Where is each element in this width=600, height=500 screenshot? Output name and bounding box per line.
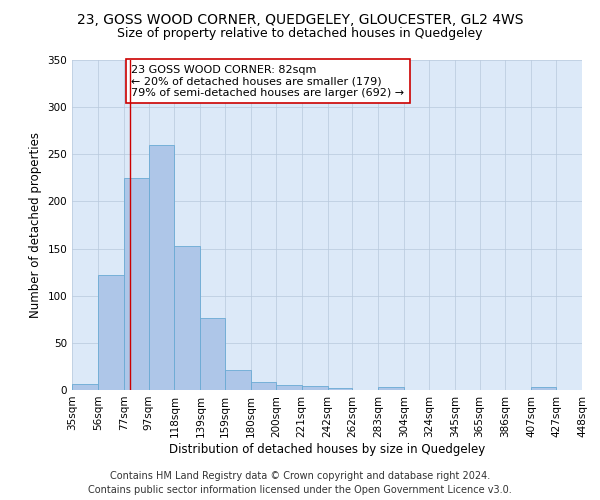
Y-axis label: Number of detached properties: Number of detached properties xyxy=(29,132,42,318)
Text: Contains HM Land Registry data © Crown copyright and database right 2024.
Contai: Contains HM Land Registry data © Crown c… xyxy=(88,471,512,495)
Bar xyxy=(124,178,149,390)
Bar xyxy=(200,318,225,390)
Bar xyxy=(378,387,404,390)
Bar xyxy=(302,386,328,390)
Text: 23, GOSS WOOD CORNER, QUEDGELEY, GLOUCESTER, GL2 4WS: 23, GOSS WOOD CORNER, QUEDGELEY, GLOUCES… xyxy=(77,12,523,26)
Text: Size of property relative to detached houses in Quedgeley: Size of property relative to detached ho… xyxy=(117,28,483,40)
X-axis label: Distribution of detached houses by size in Quedgeley: Distribution of detached houses by size … xyxy=(169,442,485,456)
Bar xyxy=(149,145,175,390)
Bar xyxy=(72,384,98,390)
Bar xyxy=(175,246,200,390)
Bar xyxy=(98,275,124,390)
Bar xyxy=(328,388,352,390)
Bar xyxy=(251,382,276,390)
Bar xyxy=(276,386,302,390)
Bar xyxy=(532,387,556,390)
Bar xyxy=(225,370,251,390)
Text: 23 GOSS WOOD CORNER: 82sqm
← 20% of detached houses are smaller (179)
79% of sem: 23 GOSS WOOD CORNER: 82sqm ← 20% of deta… xyxy=(131,64,404,98)
